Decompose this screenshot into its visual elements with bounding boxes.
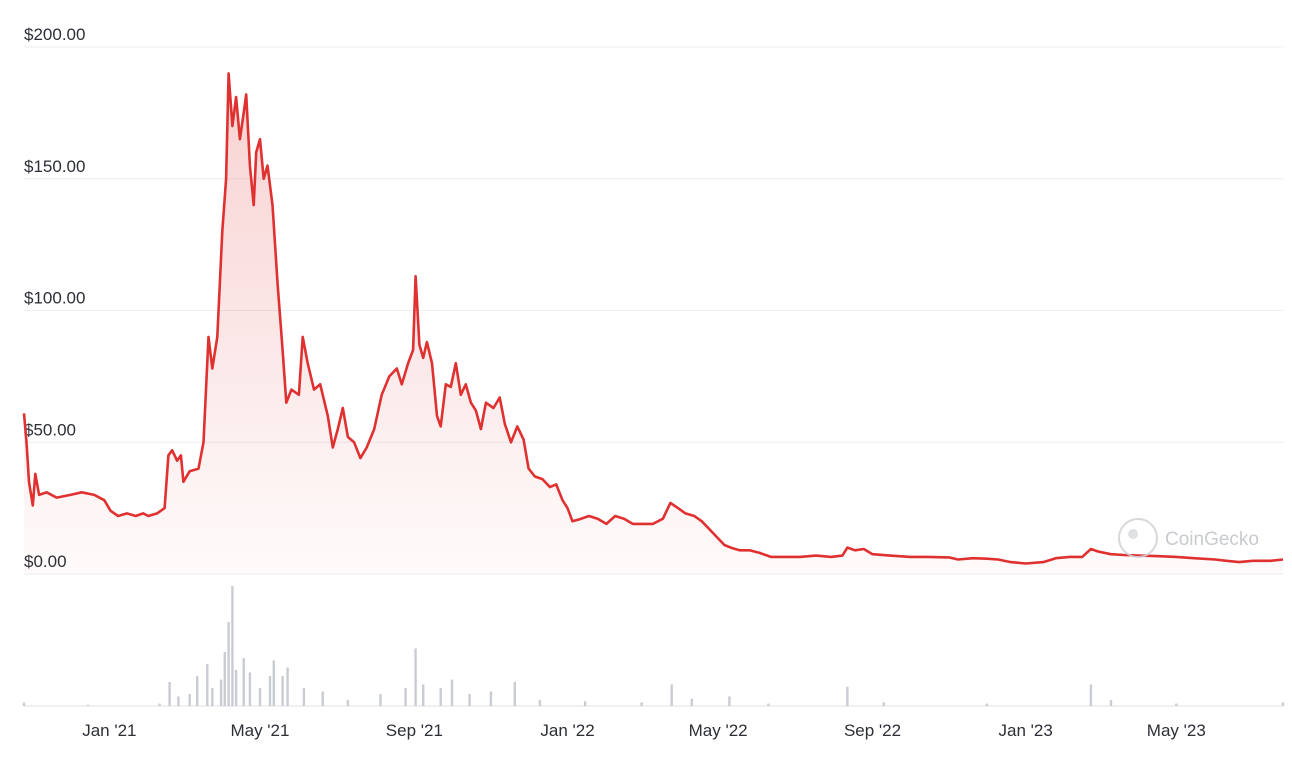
volume-bar bbox=[188, 694, 191, 706]
volume-bar bbox=[272, 660, 275, 706]
volume-bar bbox=[268, 676, 272, 706]
volume-bar bbox=[439, 688, 442, 706]
y-tick-label: $50.00 bbox=[24, 420, 76, 439]
volume-bar bbox=[450, 679, 454, 706]
volume-bar bbox=[1109, 700, 1113, 706]
volume-bar bbox=[882, 702, 885, 706]
price-area-fill bbox=[24, 73, 1283, 575]
x-tick-label: May '22 bbox=[689, 721, 748, 740]
volume-bar bbox=[321, 691, 324, 706]
volume-bar bbox=[168, 682, 171, 706]
volume-bar bbox=[248, 672, 252, 706]
volume-bar bbox=[177, 696, 180, 706]
volume-bar bbox=[158, 703, 161, 706]
volume-bar bbox=[379, 694, 382, 706]
x-tick-label: May '21 bbox=[230, 721, 289, 740]
volume-bar bbox=[219, 679, 223, 706]
volume-bar bbox=[414, 648, 417, 706]
volume-bar bbox=[227, 622, 230, 706]
volume-bar bbox=[690, 698, 693, 706]
x-tick-label: Jan '22 bbox=[540, 721, 594, 740]
y-axis-labels: $0.00$50.00$100.00$150.00$200.00 bbox=[24, 25, 85, 571]
y-tick-label: $150.00 bbox=[24, 157, 85, 176]
volume-bar bbox=[211, 688, 214, 706]
volume-bar bbox=[1281, 702, 1285, 706]
y-tick-label: $200.00 bbox=[24, 25, 85, 44]
volume-bar bbox=[583, 701, 587, 706]
volume-bar bbox=[670, 684, 673, 706]
coingecko-logo-icon bbox=[1118, 518, 1158, 558]
x-tick-label: May '23 bbox=[1147, 721, 1206, 740]
x-tick-label: Sep '21 bbox=[386, 721, 443, 740]
coingecko-logo-eye bbox=[1128, 529, 1138, 539]
volume-bar bbox=[489, 691, 493, 706]
volume-bar bbox=[286, 667, 289, 706]
volume-bar bbox=[22, 702, 26, 706]
x-axis-labels: Jan '21 May '21 Sep '21 Jan '22 May '22 Sep '… bbox=[82, 721, 1206, 740]
x-tick-label: Jan '23 bbox=[999, 721, 1053, 740]
coingecko-watermark: CoinGecko bbox=[1118, 518, 1259, 558]
volume-bar bbox=[513, 682, 516, 706]
volume-bar bbox=[258, 688, 262, 706]
watermark-text: CoinGecko bbox=[1165, 529, 1259, 550]
volume-bar bbox=[404, 688, 407, 706]
volume-bar bbox=[985, 703, 988, 706]
volume-bar bbox=[302, 688, 306, 706]
volume-bar bbox=[231, 586, 234, 706]
y-tick-label: $100.00 bbox=[24, 289, 85, 308]
volume-bar bbox=[640, 702, 643, 706]
volume-bar bbox=[196, 676, 199, 706]
volume-bar bbox=[86, 704, 90, 706]
volume-bar bbox=[422, 684, 425, 706]
volume-bar bbox=[846, 686, 849, 706]
volume-bar bbox=[767, 703, 770, 706]
x-tick-label: Jan '21 bbox=[82, 721, 136, 740]
volume-bar bbox=[234, 670, 238, 706]
volume-bar bbox=[728, 696, 731, 706]
volume-bar bbox=[346, 700, 350, 706]
volume-bar bbox=[281, 676, 284, 706]
volume-bars bbox=[22, 586, 1285, 706]
x-tick-label: Sep '22 bbox=[844, 721, 901, 740]
volume-bar bbox=[538, 700, 542, 706]
volume-bar bbox=[223, 652, 226, 706]
price-line[interactable] bbox=[22, 72, 1284, 565]
volume-bar bbox=[242, 658, 245, 706]
volume-bar bbox=[1175, 703, 1178, 706]
volume-bar bbox=[206, 664, 209, 706]
volume-bar bbox=[1089, 684, 1093, 706]
volume-bar bbox=[468, 694, 471, 706]
